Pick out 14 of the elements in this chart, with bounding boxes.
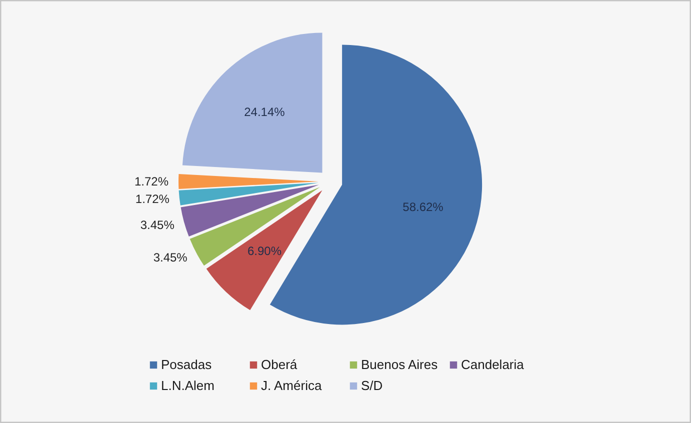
legend-label: S/D xyxy=(361,377,384,393)
data-label: 6.90% xyxy=(247,244,282,258)
legend-label: Oberá xyxy=(261,356,298,372)
legend-label: L.N.Alem xyxy=(161,377,216,393)
legend-label: Posadas xyxy=(161,356,213,372)
legend-label: Buenos Aires xyxy=(361,356,439,372)
data-label: 3.45% xyxy=(153,250,188,264)
data-label: 1.72% xyxy=(135,192,170,206)
data-label: 58.62% xyxy=(402,200,444,214)
data-label: 24.14% xyxy=(244,104,286,119)
data-label: 3.45% xyxy=(140,218,175,232)
data-label: 1.72% xyxy=(134,174,169,188)
legend-label: J. América xyxy=(261,377,323,393)
legend-label: Candelaria xyxy=(461,356,525,372)
